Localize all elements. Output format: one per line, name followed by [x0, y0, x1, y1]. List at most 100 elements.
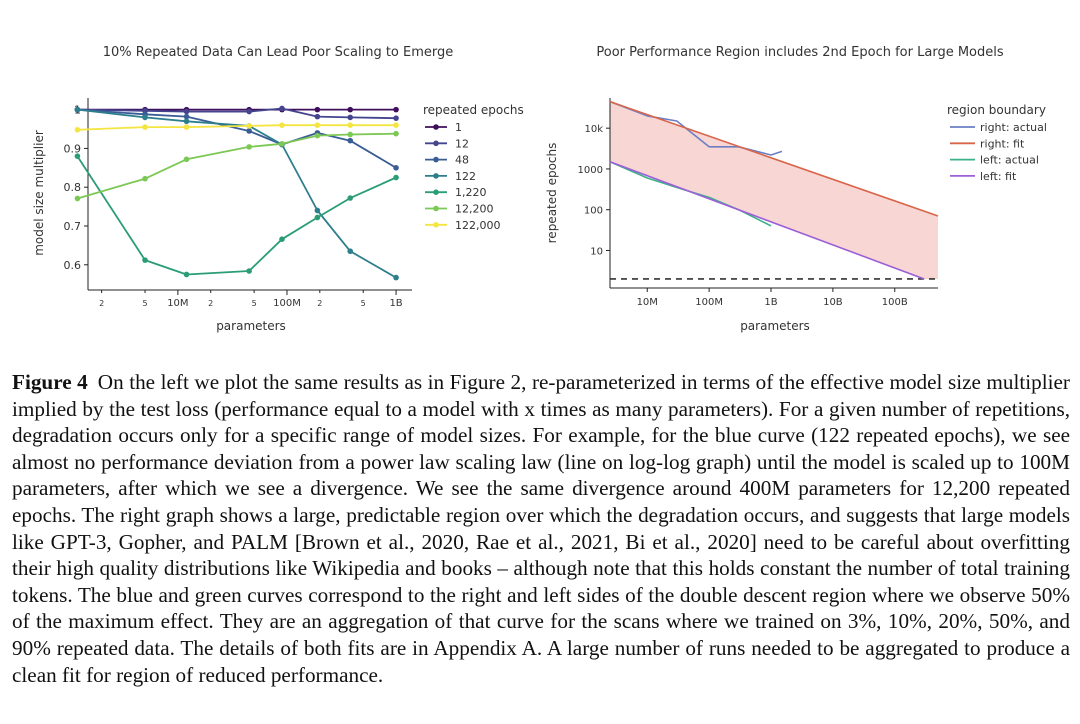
left-chart-xlabel: parameters — [216, 319, 286, 333]
left-chart-ytick-label: 0.7 — [64, 220, 82, 233]
left-series-12-200-point — [246, 144, 252, 150]
left-series-122-point — [314, 207, 321, 214]
right-series-right-fit-line — [609, 100, 939, 217]
left-chart-ytick-label: 0.8 — [64, 181, 82, 194]
right-chart-region — [610, 101, 938, 279]
right-chart-series — [609, 100, 939, 280]
left-series-48-point — [393, 165, 399, 171]
left-series-122-000-line — [77, 124, 397, 131]
legend-marker-1-220 — [433, 189, 439, 195]
legend-marker-1 — [433, 124, 439, 130]
legend-label-12: 12 — [455, 137, 469, 150]
left-series-1-220-point — [183, 271, 190, 278]
left-series-12-200-point — [347, 131, 354, 138]
left-series-122-point — [393, 274, 399, 281]
legend-marker-48 — [433, 156, 439, 163]
legend-marker-12-200 — [433, 205, 439, 212]
right-chart-xlabel: parameters — [740, 319, 810, 333]
left-series-1-220-point — [74, 153, 81, 159]
left-series-12-point — [279, 105, 285, 112]
left-chart-xtick-label: 2 — [208, 299, 213, 308]
figure-caption: Figure 4 On the left we plot the same res… — [12, 369, 1070, 688]
left-series-122-line — [77, 108, 397, 279]
right-chart-xtick-label: 100B — [882, 297, 908, 308]
left-series-12-point — [314, 113, 321, 120]
legend-label-left-actual: left: actual — [980, 154, 1039, 167]
left-series-12-200-point — [183, 156, 190, 163]
left-series-122-000-point — [314, 122, 321, 128]
right-chart-ytick-label: 10 — [590, 246, 603, 257]
left-series-1-220-line — [76, 155, 397, 276]
left-series-48-line — [77, 108, 397, 169]
left-series-122-000-point — [279, 122, 285, 128]
left-chart-xtick-label: 2 — [317, 299, 322, 308]
left-chart-xtick-label: 5 — [252, 299, 257, 308]
left-series-12-200-line — [77, 132, 397, 200]
right-chart-ticks: 10 100 1000 10k 10M 100M 1B 10B 100B — [578, 98, 938, 308]
right-series-right-actual-line — [609, 100, 783, 156]
legend-label-left-fit: left: fit — [980, 170, 1017, 183]
legend-label-48: 48 — [455, 154, 469, 167]
legend-marker-122 — [433, 173, 439, 179]
left-series-122-000-point — [393, 122, 399, 128]
caption-text: On the left we plot the same results as … — [12, 370, 1070, 687]
left-series-12-point — [347, 114, 354, 121]
left-series-1-220-point — [246, 268, 252, 274]
right-chart-ytick-label: 10k — [584, 124, 603, 135]
left-chart-ytick-label: 0.9 — [64, 142, 82, 155]
left-chart: 10% Repeated Data Can Lead Poor Scaling … — [32, 45, 524, 333]
left-chart-xtick-label: 5 — [361, 299, 366, 308]
left-chart-xtick-label: 100M — [273, 298, 301, 309]
right-chart-legend-title: region boundary — [947, 103, 1046, 117]
left-series-122-point — [347, 248, 354, 255]
caption-label: Figure 4 — [12, 370, 88, 394]
left-series-12-line — [77, 107, 397, 120]
left-series-12-point — [246, 108, 252, 115]
legend-label-122: 122 — [455, 170, 476, 183]
legend-label-right-fit: right: fit — [980, 137, 1025, 150]
left-series-12-200-point — [393, 130, 399, 137]
legend-label-right-actual: right: actual — [980, 121, 1047, 134]
left-series-12-200-point — [314, 132, 321, 139]
right-chart-ytick-label: 100 — [584, 206, 603, 217]
right-chart-xtick-label: 10B — [823, 297, 843, 308]
left-chart-ylabel: model size multiplier — [32, 130, 46, 256]
left-chart-title: 10% Repeated Data Can Lead Poor Scaling … — [103, 45, 454, 60]
right-chart-title: Poor Performance Region includes 2nd Epo… — [596, 45, 1003, 60]
left-series-122-000-point — [347, 122, 354, 128]
left-chart-xtick-label: 2 — [99, 299, 104, 308]
left-series-1-220-point — [279, 236, 285, 242]
right-chart-ytick-label: 1000 — [578, 165, 603, 176]
left-series-1-220-point — [393, 174, 399, 181]
legend-marker-12 — [433, 140, 439, 147]
left-series-122-point — [183, 118, 190, 125]
left-series-48-point — [347, 137, 354, 144]
left-chart-legend: 1 12 48 122 1,220 12,200 122,000 — [425, 121, 501, 232]
legend-label-1: 1 — [455, 121, 462, 134]
legend-marker-122-000 — [433, 222, 439, 228]
right-chart-legend: right: actual right: fit left: actual left:… — [950, 121, 1047, 183]
left-chart-xtick-label: 1B — [389, 298, 402, 309]
right-chart: Poor Performance Region includes 2nd Epo… — [545, 45, 1047, 333]
left-chart-ytick-label: 0.6 — [64, 259, 82, 272]
left-chart-xtick-label: 5 — [142, 299, 147, 308]
left-series-122-000-point — [142, 124, 148, 130]
left-series-12-point — [183, 108, 190, 115]
left-chart-series — [74, 105, 399, 281]
right-chart-xtick-label: 1B — [764, 297, 777, 308]
left-series-1-point — [393, 106, 399, 113]
left-series-1-point — [347, 106, 354, 113]
left-series-12-200-point — [74, 195, 81, 202]
left-series-48-point — [183, 113, 190, 120]
left-series-122-point — [74, 106, 81, 113]
left-series-1-220-point — [142, 257, 148, 263]
left-series-122-point — [142, 114, 148, 121]
left-series-1-220-point — [347, 195, 354, 201]
right-chart-xtick-label: 10M — [637, 297, 658, 308]
left-series-1-point — [314, 106, 321, 113]
left-series-122-000-point — [74, 127, 81, 133]
figure-4-charts: 10% Repeated Data Can Lead Poor Scaling … — [32, 45, 1047, 333]
left-series-122-000-point — [183, 124, 190, 130]
legend-label-1-220: 1,220 — [455, 186, 487, 199]
